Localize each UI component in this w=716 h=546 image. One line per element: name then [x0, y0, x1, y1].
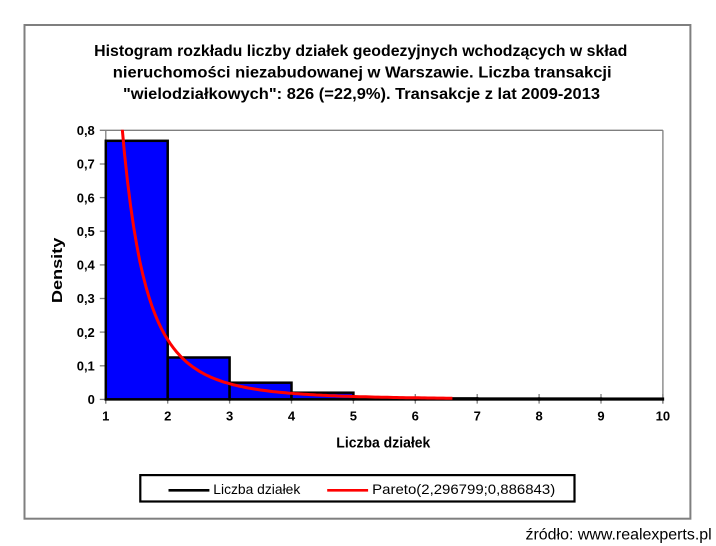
svg-text:8: 8	[535, 409, 542, 424]
svg-text:0,3: 0,3	[77, 291, 95, 306]
svg-text:0,8: 0,8	[77, 123, 95, 138]
svg-text:7: 7	[474, 409, 481, 424]
svg-text:0,7: 0,7	[77, 157, 95, 172]
svg-text:10: 10	[656, 409, 670, 424]
svg-text:Pareto(2,296799;0,886843): Pareto(2,296799;0,886843)	[372, 482, 555, 497]
svg-text:nieruchomości niezabudowanej w: nieruchomości niezabudowanej w Warszawie…	[113, 65, 612, 82]
svg-text:5: 5	[350, 409, 357, 424]
svg-text:2: 2	[164, 409, 171, 424]
svg-text:0: 0	[88, 392, 95, 407]
svg-text:Liczba działek: Liczba działek	[336, 435, 431, 452]
svg-text:4: 4	[288, 409, 296, 424]
svg-text:1: 1	[102, 409, 109, 424]
svg-text:0,2: 0,2	[77, 325, 95, 340]
svg-text:źródło: www.realexperts.pl: źródło: www.realexperts.pl	[526, 526, 712, 543]
svg-text:0,6: 0,6	[77, 190, 95, 205]
svg-text:9: 9	[597, 409, 604, 424]
svg-text:"wielodziałkowych": 826 (=22,9: "wielodziałkowych": 826 (=22,9%). Transa…	[123, 86, 600, 103]
svg-text:3: 3	[226, 409, 233, 424]
svg-text:Histogram rozkładu liczby dzia: Histogram rozkładu liczby działek geodez…	[94, 43, 627, 60]
svg-text:6: 6	[412, 409, 419, 424]
svg-text:0,1: 0,1	[77, 359, 95, 374]
svg-text:Density: Density	[49, 237, 66, 303]
svg-text:0,4: 0,4	[77, 258, 96, 273]
svg-text:Liczba działek: Liczba działek	[213, 482, 300, 497]
svg-text:0,5: 0,5	[77, 224, 95, 239]
